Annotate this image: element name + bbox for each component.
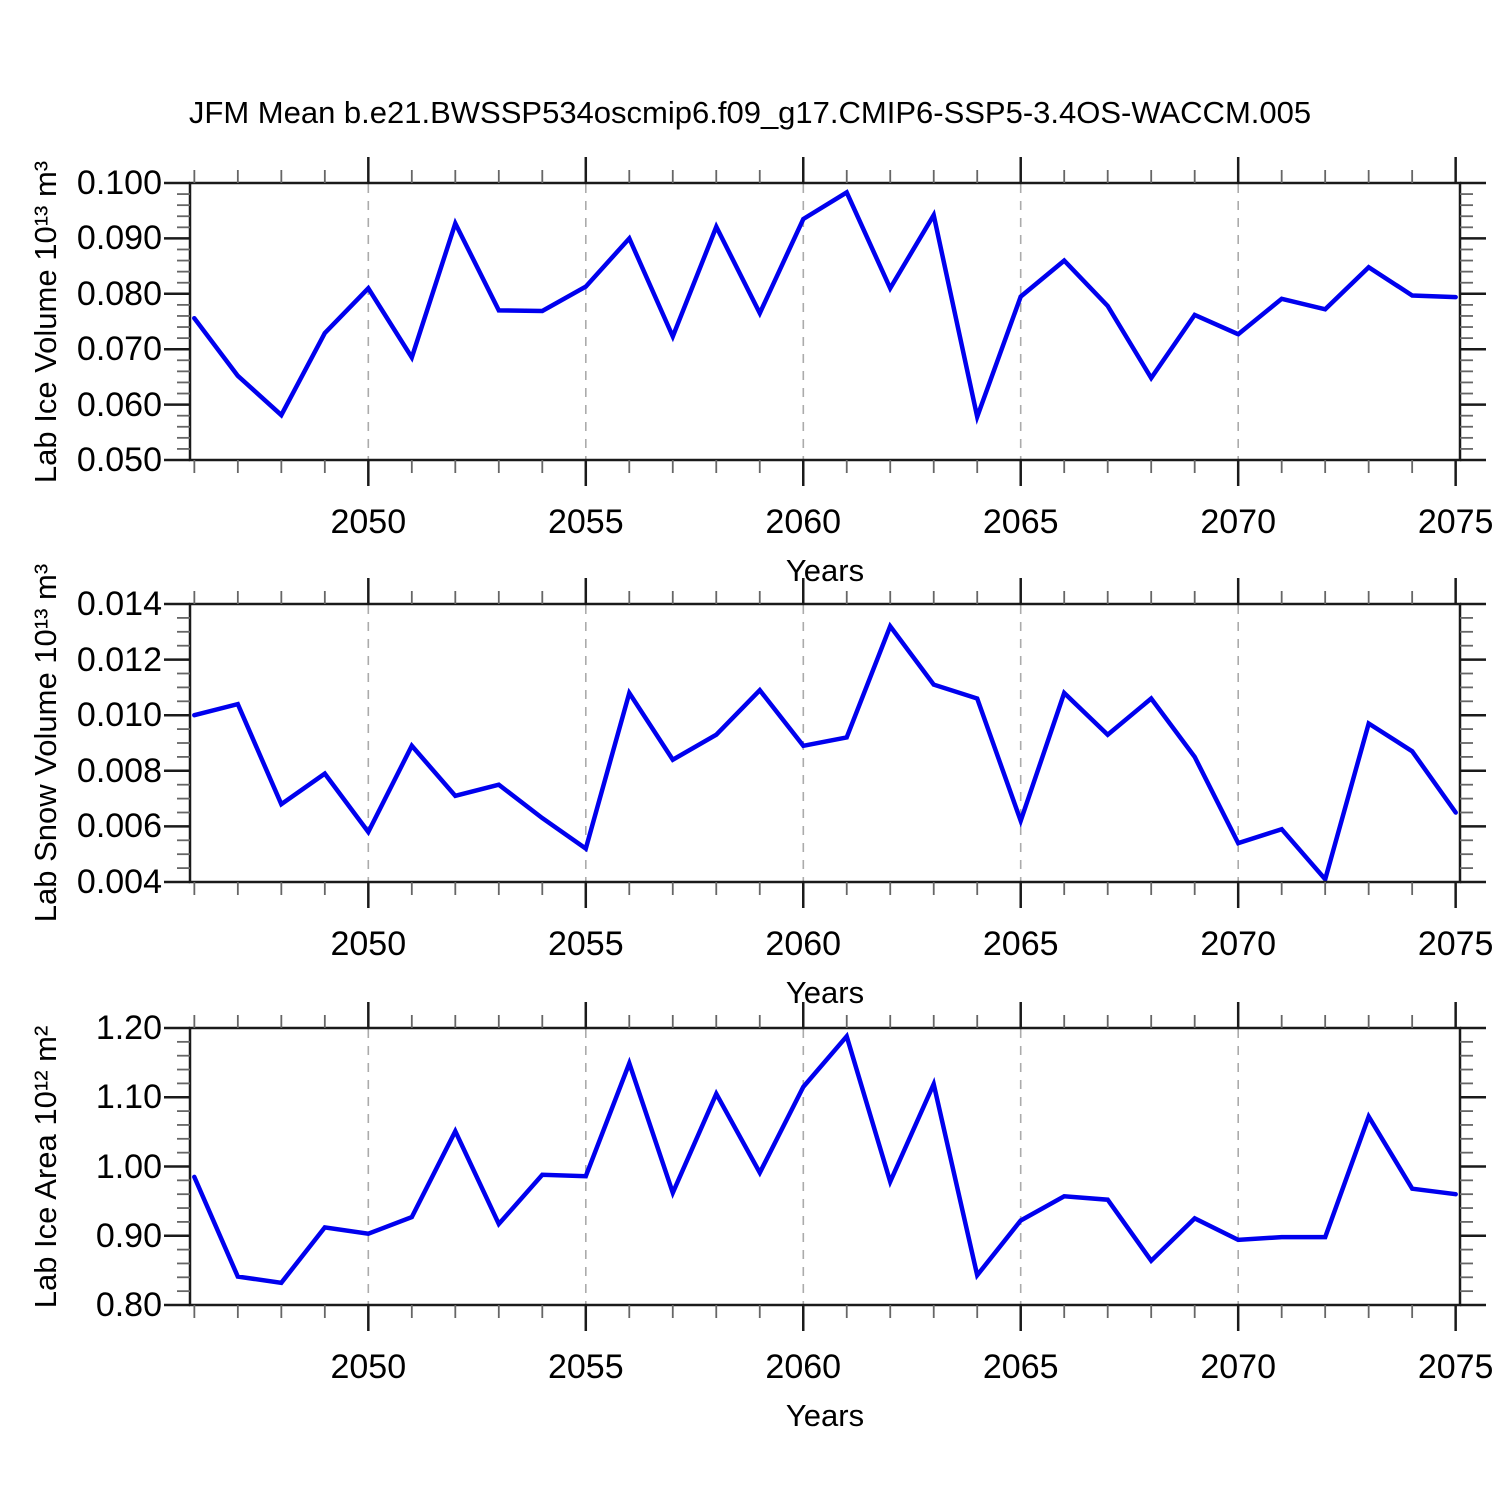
- y-tick-label: 0.014: [76, 585, 162, 623]
- x-axis-title: Years: [785, 975, 865, 1010]
- y-axis-title: Lab Ice Volume 10¹³ m³: [28, 160, 63, 483]
- x-tick-label: 2075: [1417, 925, 1494, 963]
- y-tick-label: 0.80: [95, 1286, 162, 1324]
- x-tick-label: 2060: [765, 925, 842, 963]
- x-tick-label: 2070: [1200, 1348, 1276, 1386]
- x-tick-label: 2065: [982, 503, 1059, 541]
- data-line: [192, 1031, 1458, 1286]
- y-tick-label: 0.012: [76, 640, 162, 679]
- y-tick-label: 0.100: [76, 164, 162, 202]
- y-tick-label: 0.006: [76, 807, 162, 846]
- plot-frame: [188, 181, 1462, 462]
- x-tick-label: 2060: [765, 503, 842, 541]
- data-line: [192, 189, 1458, 425]
- plot-area-ice-volume: [164, 157, 1486, 486]
- x-tick-label: 2050: [330, 1348, 407, 1386]
- x-tick-label: 2055: [547, 925, 624, 963]
- x-tick-label: 2060: [765, 1348, 842, 1386]
- x-tick-label: 2055: [547, 503, 624, 541]
- x-tick-label: 2070: [1200, 925, 1276, 963]
- x-tick-label: 2050: [330, 503, 407, 541]
- plot-frame: [188, 1026, 1462, 1307]
- x-tick-label: 2065: [982, 925, 1059, 963]
- chart-title: JFM Mean b.e21.BWSSP534oscmip6.f09_g17.C…: [188, 95, 1312, 130]
- y-tick-label: 0.070: [76, 330, 162, 369]
- x-tick-label: 2055: [547, 1348, 624, 1386]
- y-tick-label: 0.008: [76, 751, 162, 790]
- y-tick-label: 0.050: [76, 441, 162, 479]
- x-axis-title: Years: [785, 1398, 865, 1433]
- x-tick-label: 2075: [1417, 503, 1494, 541]
- plot-area-ice-area: [164, 1002, 1486, 1331]
- x-axis-title: Years: [785, 553, 865, 588]
- y-tick-label: 0.010: [76, 696, 162, 735]
- y-tick-label: 0.004: [76, 863, 162, 901]
- y-tick-label: 0.90: [95, 1216, 162, 1255]
- x-tick-label: 2065: [982, 1348, 1059, 1386]
- y-tick-label: 1.20: [95, 1009, 162, 1047]
- x-tick-label: 2050: [330, 925, 407, 963]
- x-tick-label: 2070: [1200, 503, 1276, 541]
- x-tick-label: 2075: [1417, 1348, 1494, 1386]
- y-tick-label: 0.080: [76, 274, 162, 313]
- y-tick-label: 0.060: [76, 385, 162, 424]
- y-tick-label: 0.090: [76, 219, 162, 258]
- y-tick-label: 1.10: [95, 1078, 162, 1117]
- data-line: [192, 621, 1458, 884]
- y-tick-label: 1.00: [95, 1147, 162, 1186]
- plot-area-snow-volume: [164, 578, 1486, 908]
